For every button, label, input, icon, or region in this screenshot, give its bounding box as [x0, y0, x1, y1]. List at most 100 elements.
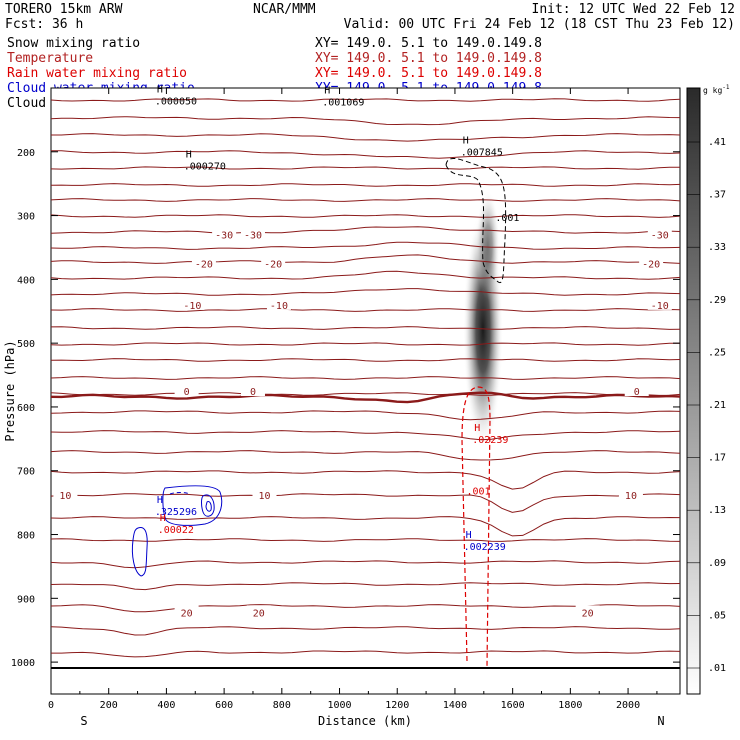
extrema-annotations: H.000270H.007845H.001069H.000050H.325296…	[155, 84, 520, 553]
contour-label-bg	[53, 487, 78, 500]
isotherm	[51, 133, 680, 142]
isotherm	[51, 450, 680, 461]
contour-label: 20	[181, 608, 193, 619]
colorbar-fill	[686, 87, 701, 695]
x-tick-label: 1600	[501, 700, 525, 711]
isotherm	[51, 214, 680, 218]
contour-label: 0	[634, 387, 640, 398]
contour-label-bg	[174, 605, 199, 618]
contour-label: -10	[183, 301, 201, 312]
x-tick-label: 600	[215, 700, 233, 711]
contour-label-bg	[575, 605, 600, 618]
colorbar-tick-label: .17	[708, 453, 726, 464]
isotherm	[51, 116, 680, 126]
rain-water-contour-small	[169, 492, 191, 495]
x-tick-label: 800	[273, 700, 291, 711]
extremum-value: .000050	[155, 96, 197, 107]
y-tick-label: 200	[17, 148, 35, 159]
extremum-marker: H	[324, 86, 330, 97]
cloud-water-contour-inner	[201, 494, 215, 517]
extremum-value: .00022	[158, 525, 194, 536]
model-label: TORERO 15km ARW	[5, 2, 123, 17]
contour-label: 10	[59, 491, 71, 502]
colorbar-unit: g kg-1	[703, 84, 730, 95]
isotherm	[51, 626, 680, 636]
contour-label-bg	[647, 297, 672, 310]
axes: 0 200 400 600 800 1000 1200 1400 1600 1800 2000200…	[11, 88, 680, 711]
contour-label: -10	[270, 301, 288, 312]
isotherm	[51, 493, 680, 513]
x-axis-label: Distance (km)	[318, 714, 412, 728]
contour-label-bg	[252, 487, 277, 500]
x-tick-label: 1000	[327, 700, 351, 711]
isotherm	[51, 392, 680, 396]
isotherm	[51, 470, 680, 490]
center-label: NCAR/MMM	[253, 2, 316, 17]
contour-label: 20	[582, 608, 594, 619]
isotherm	[51, 288, 680, 296]
colorbar-tick-label: .33	[708, 242, 726, 253]
isotherm-zero	[51, 391, 680, 404]
contour-label-bg	[266, 297, 291, 310]
colorbar-tick-label: .29	[708, 295, 726, 306]
contour-label-bg	[240, 227, 265, 240]
legend-field-xy: XY= 149.0. 5.1 to 149.0.149.8	[315, 66, 542, 81]
colorbar-tick-label: .05	[708, 610, 726, 621]
contour-label: -30	[215, 231, 233, 242]
contour-label: 0	[250, 387, 256, 398]
colorbar-tick-label: .01	[708, 663, 726, 674]
extremum-marker: H	[160, 513, 166, 524]
contour-label: -30	[244, 231, 262, 242]
contour-label: -20	[642, 259, 660, 270]
y-tick-label: 800	[17, 531, 35, 542]
contour-label-bg	[174, 384, 199, 396]
y-axis-label: Pressure (hPa)	[3, 340, 17, 441]
y-tick-label: 400	[17, 275, 35, 286]
colorbar-tick-label: .25	[708, 347, 726, 358]
contour-label-bg	[647, 227, 672, 240]
isotherm	[51, 358, 680, 362]
isotherm	[51, 582, 680, 591]
extremum-value: .002239	[464, 542, 506, 553]
isotherm	[51, 226, 680, 234]
contour-label: -20	[195, 259, 213, 270]
isotherm	[51, 560, 680, 569]
y-tick-label: 1000	[11, 658, 35, 669]
contour-label: 0	[184, 387, 190, 398]
extremum-marker: H	[463, 135, 469, 146]
forecast-hour-label: Fcst: 36 h	[5, 17, 83, 32]
isotherm	[51, 604, 680, 613]
contour-label-bg	[618, 487, 643, 500]
cloud-water-contour-small	[131, 526, 148, 577]
legend-field-name: Temperature	[7, 51, 93, 66]
extremum-value: .02239	[472, 435, 508, 446]
rain-water-contour	[461, 386, 491, 667]
plot-area	[50, 87, 681, 695]
extremum-value: .007845	[461, 147, 503, 158]
legend-field-name: Snow mixing ratio	[7, 36, 140, 51]
isotherm	[51, 150, 680, 159]
isotherm	[51, 183, 680, 187]
contour-label-bg	[212, 227, 237, 240]
colorbar: .01 .05 .09 .13 .17 .21 .25 .29 .33 .37 .41	[686, 87, 726, 695]
contour-label-bg	[639, 256, 664, 269]
isotherm	[51, 430, 680, 441]
isotherm	[51, 650, 680, 658]
isotherm	[51, 538, 680, 542]
temperature-contours: -30 -30 -30 -20 -20 -20 -10 -10 -10 0 0 0 10 10 10 20 20…	[51, 98, 680, 658]
valid-time-label: Valid: 00 UTC Fri 24 Feb 12 (18 CST Thu …	[344, 17, 735, 32]
contour-label-bg	[261, 256, 286, 269]
isotherm	[51, 270, 680, 280]
south-label: S	[80, 714, 87, 728]
y-tick-label: 700	[17, 467, 35, 478]
y-tick-label: 900	[17, 594, 35, 605]
snow-upper	[476, 190, 500, 300]
extremum-value: .325296	[155, 507, 197, 518]
contour-label: -10	[651, 301, 669, 312]
extremum-marker: H	[474, 423, 480, 434]
isotherm	[51, 308, 680, 312]
legend-field-xy: XY= 149.0. 5.1 to 149.0.149.8	[315, 51, 542, 66]
contour-label-bg	[246, 605, 271, 618]
isotherm	[51, 166, 680, 170]
